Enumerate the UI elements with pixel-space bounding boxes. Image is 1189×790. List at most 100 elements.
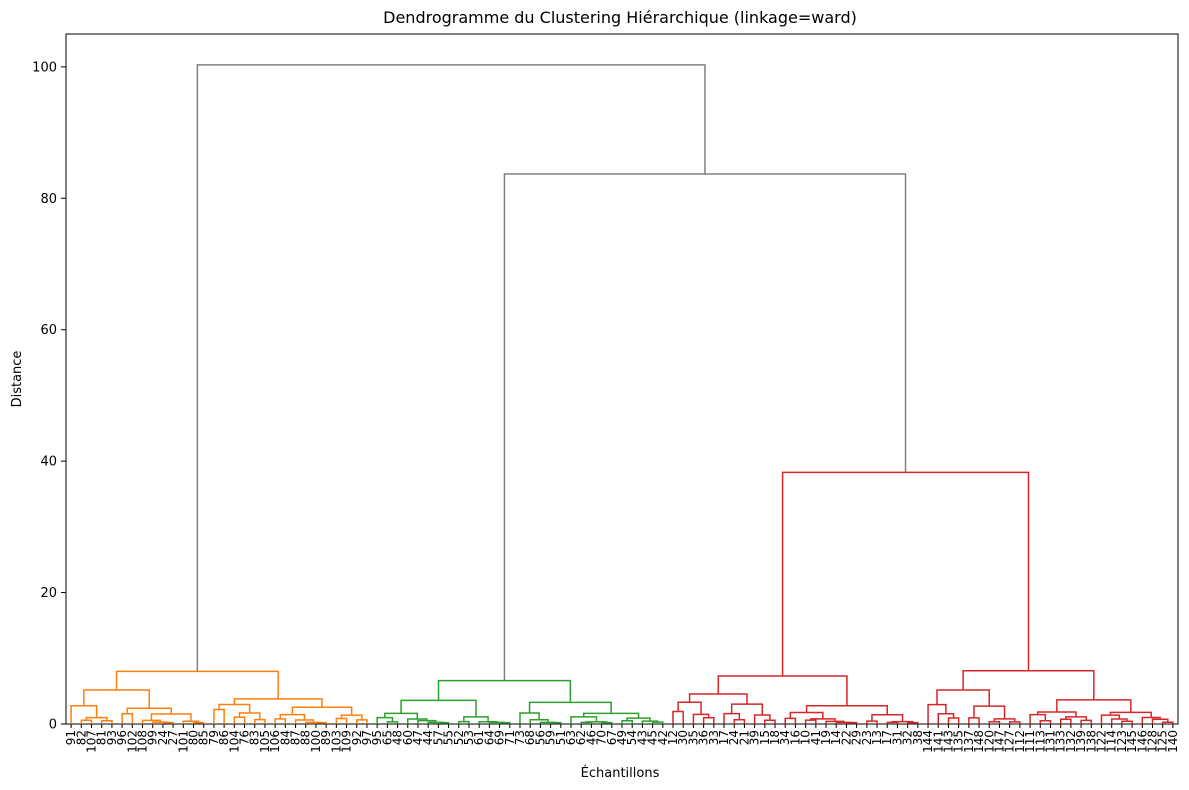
dendrogram-link [503, 173, 907, 681]
leaf-label: 63 [564, 730, 578, 745]
dendrogram-link [1029, 713, 1047, 724]
leaf-label: 71 [503, 730, 517, 745]
leaf-label: 138 [1084, 730, 1098, 753]
leaf-label: 106 [268, 730, 282, 753]
dendrogram-link [437, 721, 450, 724]
leaf-label: 96 [115, 730, 129, 745]
dendrogram-link [1161, 721, 1174, 724]
dendrogram-link [809, 718, 836, 722]
leaf-label: 56 [533, 730, 547, 745]
dendrogram-link [717, 675, 848, 706]
leaf-label: 140 [1166, 730, 1180, 753]
dendrogram-link [871, 714, 904, 722]
dendrogram-link [356, 719, 368, 724]
leaf-label: 76 [238, 730, 252, 745]
dendrogram-link [1036, 711, 1077, 717]
dendrogram-link [927, 703, 947, 724]
dendrogram-link [80, 719, 93, 724]
leaf-label: 146 [1135, 730, 1149, 753]
leaf-label: 23 [860, 730, 874, 745]
leaf-label: 24 [727, 730, 741, 745]
dendrogram-link [968, 717, 980, 724]
dendrogram-link [962, 670, 1095, 700]
dendrogram-link [192, 721, 205, 724]
leaf-label: 62 [574, 730, 588, 745]
leaf-label: 57 [431, 730, 445, 745]
leaf-label: 139 [1074, 730, 1088, 753]
leaf-label: 93 [105, 730, 119, 745]
dendrogram-link [376, 716, 394, 724]
leaf-label: 82 [74, 730, 88, 745]
leaf-label: 65 [380, 730, 394, 745]
leaf-label: 18 [768, 730, 782, 745]
leaf-label: 122 [1094, 730, 1108, 753]
dendrogram-link [1141, 716, 1161, 724]
dendrogram-link [585, 721, 608, 723]
leaf-label: 43 [635, 730, 649, 745]
dendrogram-link [764, 719, 776, 724]
leaf-label: 70 [595, 730, 609, 745]
dendrogram-link [784, 717, 797, 724]
leaf-label: 17 [717, 730, 731, 745]
dendrogram-link [182, 720, 200, 724]
dendrogram-link [1080, 719, 1093, 724]
leaf-label: 83 [248, 730, 262, 745]
dendrogram-link [936, 689, 991, 707]
leaf-label: 73 [513, 730, 527, 745]
leaf-label: 32 [901, 730, 915, 745]
leaf-label: 128 [1145, 730, 1159, 753]
leaf-label: 141 [931, 730, 945, 753]
leaf-label: 81 [95, 730, 109, 745]
dendrogram-link [498, 721, 511, 724]
dendrogram-link [458, 720, 470, 724]
leaf-label: 64 [482, 730, 496, 745]
leaf-label: 123 [1115, 730, 1129, 753]
x-axis-label: Échantillons [581, 765, 660, 781]
leaf-label: 92 [350, 730, 364, 745]
leaf-label: 39 [748, 730, 762, 745]
dendrogram-link [947, 717, 960, 724]
dendrogram-link [279, 713, 306, 720]
leaf-label: 12 [666, 730, 680, 745]
leaf-label: 42 [656, 730, 670, 745]
leaf-labels: 9182107819396102108992427101808579861047… [64, 724, 1180, 753]
dendrogram-link [688, 693, 748, 705]
leaf-label: 137 [962, 730, 976, 753]
leaf-label: 112 [1013, 730, 1027, 753]
leaf-label: 68 [523, 730, 537, 745]
dendrogram-link [115, 670, 279, 699]
dendrogram-link [866, 720, 878, 724]
y-tick-label: 20 [40, 586, 57, 601]
leaf-label: 111 [1023, 730, 1037, 753]
leaf-label: 34 [778, 730, 792, 745]
leaf-label: 144 [921, 730, 935, 753]
leaf-label: 54 [625, 730, 639, 745]
leaf-label: 10 [799, 730, 813, 745]
plot-area [65, 33, 1179, 725]
dendrogram-link [1059, 718, 1072, 724]
dendrogram-link [315, 721, 327, 724]
leaf-label: 38 [911, 730, 925, 745]
leaf-label: 31 [890, 730, 904, 745]
leaf-label: 14 [829, 730, 843, 745]
dendrogram-link [70, 705, 98, 724]
leaf-label: 55 [442, 730, 456, 745]
leaf-label: 29 [850, 730, 864, 745]
dendrogram-link [253, 718, 266, 724]
leaf-label: 79 [207, 730, 221, 745]
dendrogram-link [218, 703, 251, 714]
leaf-label: 101 [176, 730, 190, 753]
leaf-label: 53 [462, 730, 476, 745]
leaf-label: 99 [146, 730, 160, 745]
dendrogram-link [437, 679, 572, 703]
leaf-label: 95 [370, 730, 384, 745]
leaf-label: 15 [758, 730, 772, 745]
leaf-label: 59 [544, 730, 558, 745]
dendrogram-link [730, 703, 764, 716]
leaf-label: 44 [421, 730, 435, 745]
leaf-label: 84 [278, 730, 292, 745]
leaf-label: 13 [870, 730, 884, 745]
leaf-label: 102 [125, 730, 139, 753]
chart-title: Dendrogramme du Clustering Hiérarchique … [383, 8, 857, 27]
